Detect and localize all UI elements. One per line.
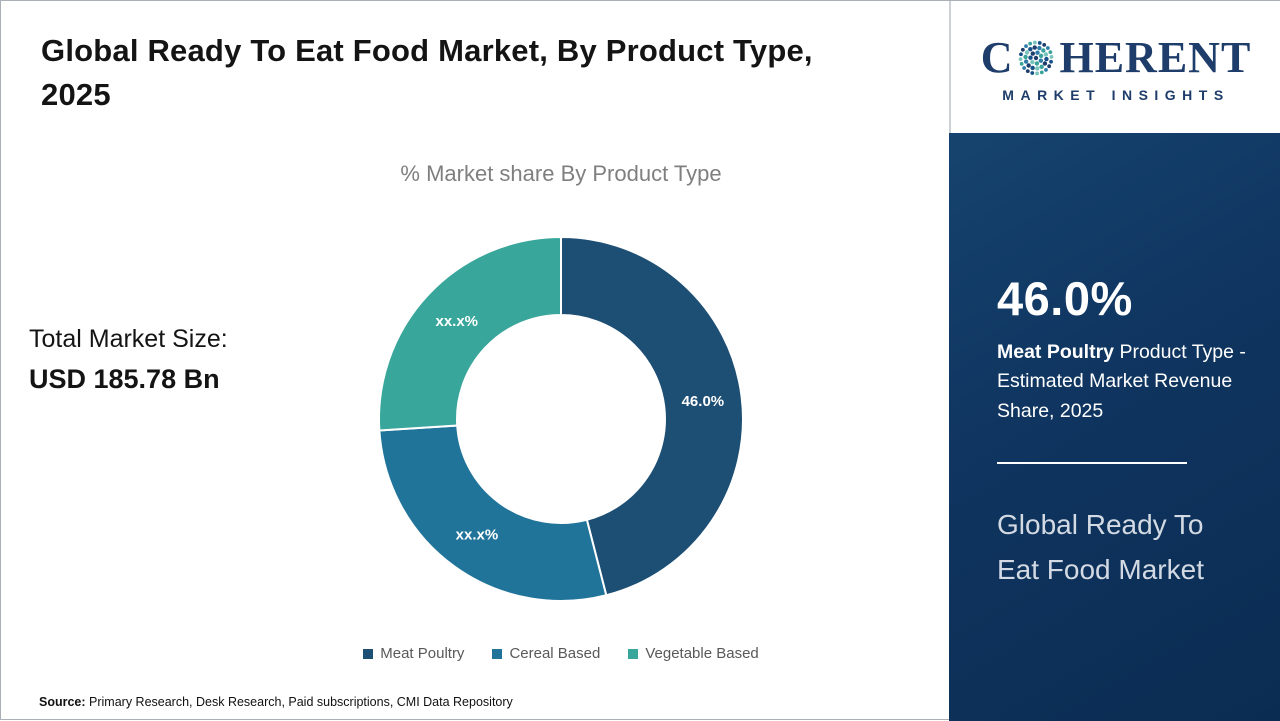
legend-item-cereal-based: Cereal Based: [492, 645, 600, 662]
sidebar: C HERENT MARKET INSIGHTS 46.0% Meat Poul…: [949, 1, 1280, 721]
market-size-label: Total Market Size:: [29, 325, 228, 353]
source-line: Source: Primary Research, Desk Research,…: [39, 695, 513, 709]
logo-text-suffix: HERENT: [1059, 32, 1252, 82]
highlight-value: 46.0%: [997, 272, 1133, 325]
legend-label: Meat Poultry: [380, 645, 465, 662]
logo-text-prefix: C: [980, 32, 1014, 82]
page-title: Global Ready To Eat Food Market, By Prod…: [41, 33, 813, 113]
donut-chart: 46.0% xx.x% xx.x%: [378, 235, 744, 602]
slice-label-cereal-based: xx.x%: [456, 527, 499, 544]
slice-label-vegetable-based: xx.x%: [435, 313, 478, 330]
source-label: Source:: [39, 695, 86, 709]
highlight-panel: 46.0% Meat Poultry Product Type - Estima…: [949, 133, 1280, 721]
highlight-description: Meat Poultry Product Type - Estimated Ma…: [997, 338, 1249, 426]
legend-label: Cereal Based: [509, 645, 601, 662]
brand-logo-tagline: MARKET INSIGHTS: [1002, 86, 1230, 103]
highlight-description-bold: Meat Poultry: [997, 341, 1115, 363]
slice-label-meat-poultry: 46.0%: [682, 393, 725, 410]
donut-segment-meat-poultry: [560, 235, 744, 597]
chart-area: Global Ready To Eat Food Market, By Prod…: [1, 1, 949, 721]
legend-label: Vegetable Based: [645, 645, 759, 662]
total-market-size: Total Market Size: USD 185.78 Bn: [29, 325, 228, 395]
legend-swatch-cereal-based: [492, 648, 503, 659]
market-size-value: USD 185.78 Bn: [29, 364, 220, 394]
legend-swatch-meat-poultry: [363, 648, 374, 659]
brand-logo-wordmark: C HERENT: [980, 32, 1252, 82]
divider: [997, 461, 1187, 464]
donut-segment-vegetable-based: [378, 235, 562, 432]
logo-globe-icon: [1019, 40, 1054, 75]
legend-swatch-vegetable-based: [628, 648, 639, 659]
highlight-description-rest: Product Type - Estimated Market Revenue …: [997, 341, 1246, 422]
legend-item-meat-poultry: Meat Poultry: [363, 645, 464, 662]
brand-logo: C HERENT MARKET INSIGHTS: [949, 1, 1280, 133]
source-text: Primary Research, Desk Research, Paid su…: [85, 695, 513, 709]
chart-subtitle: % Market share By Product Type: [400, 161, 722, 186]
legend-item-vegetable-based: Vegetable Based: [628, 645, 759, 662]
donut-segment-cereal-based: [378, 424, 608, 602]
panel-title: Global Ready To Eat Food Market: [997, 508, 1204, 586]
chart-legend: Meat Poultry Cereal Based Vegetable Based: [187, 645, 935, 662]
